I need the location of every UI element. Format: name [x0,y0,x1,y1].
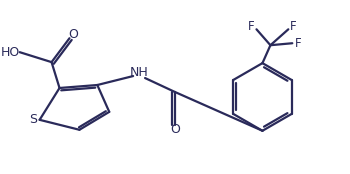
Text: NH: NH [130,66,148,79]
Text: S: S [29,113,37,126]
Text: O: O [170,123,180,136]
Text: F: F [290,20,296,33]
Text: F: F [248,20,255,33]
Text: HO: HO [1,46,20,59]
Text: F: F [295,37,302,50]
Text: O: O [69,28,78,41]
